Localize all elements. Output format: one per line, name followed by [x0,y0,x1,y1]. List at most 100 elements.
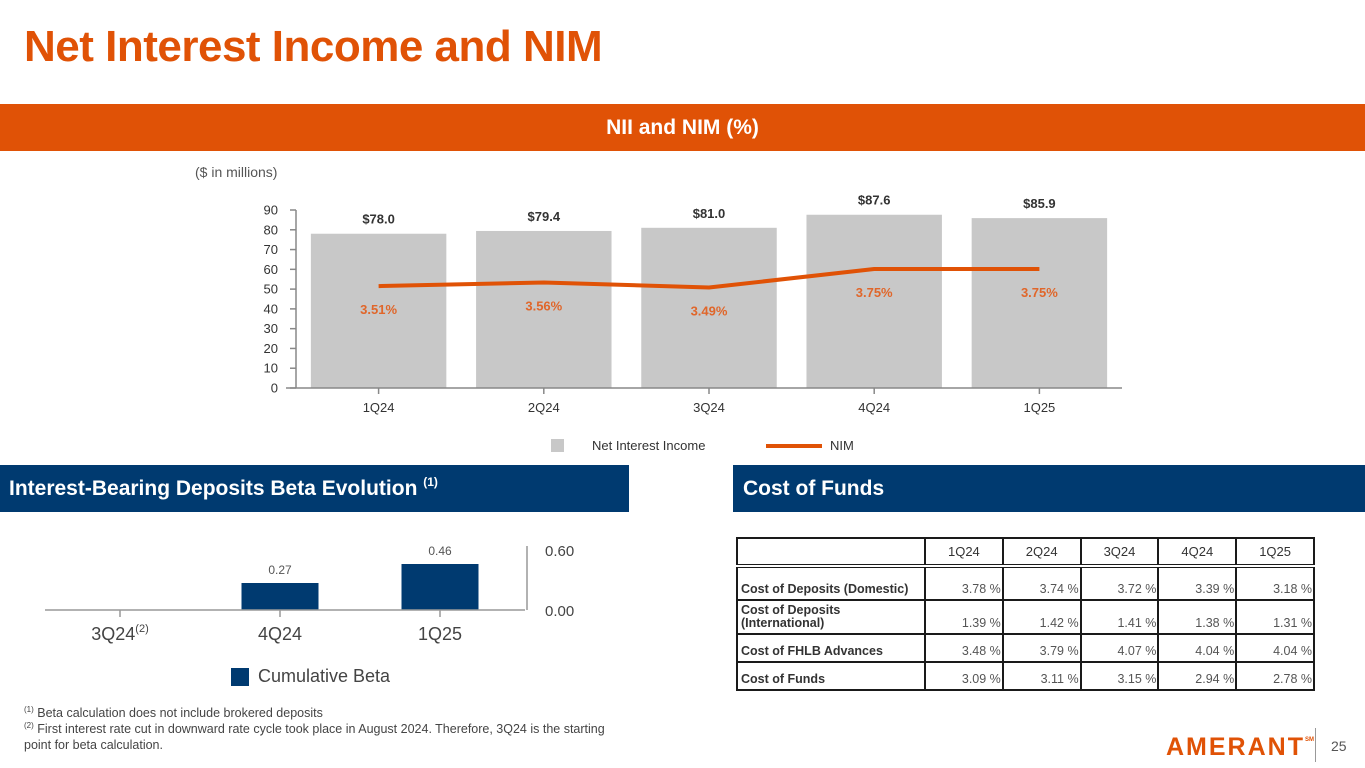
cell-value: 1.31 % [1235,599,1315,635]
y-tick-label: 60 [264,262,278,277]
legend-swatch-icon [551,439,564,452]
beta-banner-text: Interest-Bearing Deposits Beta Evolution [9,477,418,500]
column-header: 1Q25 [1235,537,1315,568]
logo-text: AMERANT [1166,733,1305,761]
cell-value: 1.38 % [1157,599,1238,635]
cell-value: 3.79 % [1001,633,1082,663]
beta-bar [241,583,319,610]
nim-line [378,267,1040,290]
x-tick-label: 4Q24 [858,400,890,415]
row-label: Cost of Funds [736,661,926,691]
nii-nim-chart: 0 10 20 30 40 50 60 70 80 90 $78.0 $79.4 $81.0 $87.6 $… [264,193,1122,415]
nii-bar [806,214,942,388]
header-empty [736,537,926,568]
y-tick-label: 90 [264,203,278,218]
table-row: Cost of Deposits (International) 1.39 % … [736,599,1315,635]
cell-value: 3.72 % [1079,565,1160,601]
footnotes: (1) Beta calculation does not include br… [24,705,624,753]
legend-label: NIM [830,438,854,453]
cell-value: 3.11 % [1001,661,1082,691]
y-tick-label: 30 [264,321,278,336]
y-tick-label: 10 [264,361,278,376]
nim-data-label: 3.51% [360,302,397,317]
y-tick-label: 70 [264,242,278,257]
nii-bar-label: $87.6 [858,193,891,208]
nim-data-label: 3.75% [856,285,893,300]
beta-bar-label: 0.46 [428,544,452,558]
x-tick-label: 1Q25 [1023,400,1055,415]
table-header-row: 1Q24 2Q24 3Q24 4Q24 1Q25 [736,537,1315,568]
cell-value: 3.39 % [1157,565,1238,601]
footnote-mark: (2) [24,721,34,730]
cell-value: 4.07 % [1079,633,1160,663]
logo-divider [1315,728,1316,762]
table-row: Cost of FHLB Advances 3.48 % 3.79 % 4.07… [736,633,1315,663]
nim-data-label: 3.56% [525,299,562,314]
nii-banner: NII and NIM (%) [0,104,1365,151]
row-label: Cost of FHLB Advances [736,633,926,663]
nim-data-label: 3.49% [691,304,728,319]
legend-label: Net Interest Income [592,438,706,453]
cell-value: 2.78 % [1235,661,1315,691]
beta-chart: 0.27 0.46 3Q24(2) 4Q24 1Q25 0.00 0.60 [45,543,574,644]
legend-line-icon [766,443,822,448]
nim-data-label: 3.75% [1021,285,1058,300]
legend-nim: NIM [766,438,854,453]
cell-value: 3.18 % [1235,565,1315,601]
nii-bar-label: $79.4 [528,209,561,224]
cell-value: 3.15 % [1079,661,1160,691]
column-header: 3Q24 [1079,537,1160,568]
x-tick-label: 4Q24 [258,624,302,644]
footnote-2: (2) First interest rate cut in downward … [24,721,624,753]
row-label: Cost of Deposits (International) [736,599,926,635]
cell-value: 3.78 % [924,565,1004,601]
table-row: Cost of Funds 3.09 % 3.11 % 3.15 % 2.94 … [736,661,1315,691]
legend-net-interest-income: Net Interest Income [551,438,705,453]
service-mark: SM [1305,737,1314,743]
legend-swatch-icon [231,667,249,686]
x-tick-label: 3Q24 [693,400,725,415]
row-label: Cost of Deposits (Domestic) [736,565,926,601]
legend-cumulative-beta: Cumulative Beta [231,666,390,687]
nii-bar [310,233,447,388]
page-title: Net Interest Income and NIM [24,22,603,71]
nii-bar-label: $85.9 [1023,196,1056,211]
x-tick-label: 2Q24 [528,400,560,415]
cell-value: 2.94 % [1157,661,1238,691]
legend-label: Cumulative Beta [258,666,391,686]
x-tick-label: 1Q24 [363,400,395,415]
y-tick-label: 80 [264,222,278,237]
footnote-text: Beta calculation does not include broker… [37,706,323,720]
footnote-ref: (2) [135,623,148,635]
amerant-logo: AMERANTSM [1166,733,1314,762]
y-tick-label: 20 [264,341,278,356]
units-note: ($ in millions) [195,164,278,180]
column-header: 4Q24 [1157,537,1238,568]
y-tick-label: 40 [264,301,278,316]
cell-value: 4.04 % [1235,633,1315,663]
beta-bar-label: 0.27 [268,563,292,577]
x-tick-label: 1Q25 [418,624,462,644]
cell-value: 1.41 % [1079,599,1160,635]
nii-bar [476,230,612,388]
y-tick-label: 0.00 [545,603,574,620]
nii-bar [971,218,1108,388]
nii-bar [641,227,777,388]
table-row: Cost of Deposits (Domestic) 3.78 % 3.74 … [736,565,1315,601]
footnote-ref: (1) [423,475,438,489]
nii-bar-label: $78.0 [362,212,395,227]
cell-value: 3.74 % [1001,565,1082,601]
footnote-text: First interest rate cut in downward rate… [24,722,605,752]
footnote-mark: (1) [24,705,34,714]
cell-value: 4.04 % [1157,633,1238,663]
cell-value: 3.09 % [924,661,1004,691]
x-tick-label: 3Q24(2) [91,623,149,644]
page-number: 25 [1331,738,1347,754]
footnote-1: (1) Beta calculation does not include br… [24,705,624,721]
column-header: 1Q24 [924,537,1004,568]
beta-banner: Interest-Bearing Deposits Beta Evolution… [0,465,629,512]
y-tick-label: 0.60 [545,543,574,560]
cost-of-funds-banner: Cost of Funds [733,465,1365,512]
cell-value: 1.42 % [1001,599,1082,635]
cell-value: 1.39 % [924,599,1004,635]
